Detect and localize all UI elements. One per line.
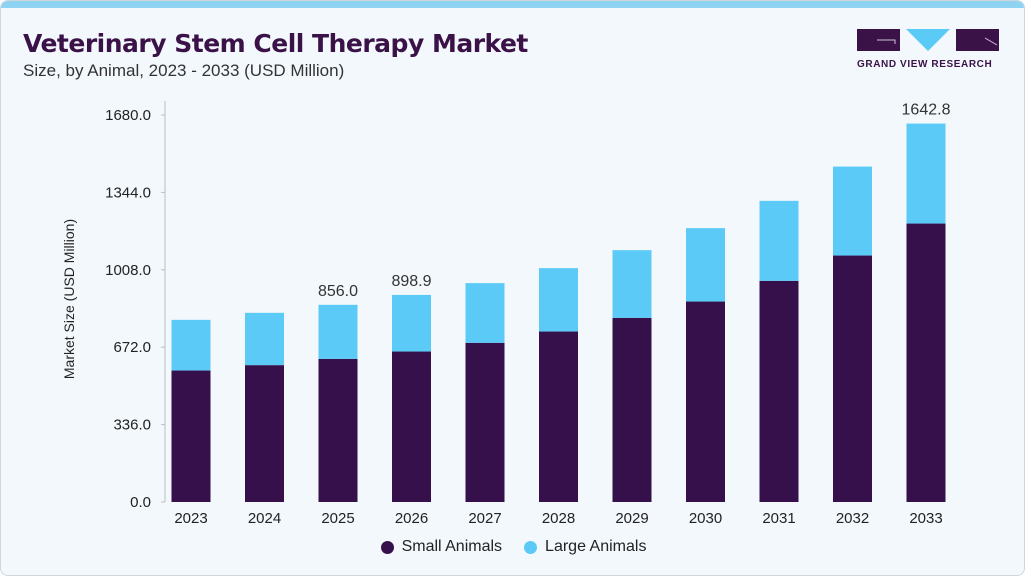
- bar-large-animals-2024: [245, 312, 284, 366]
- data-label-2026: 898.9: [391, 273, 431, 290]
- chart-title: Veterinary Stem Cell Therapy Market: [23, 29, 528, 58]
- legend-swatch-small-animals: [380, 540, 394, 554]
- x-tick-label: 2030: [689, 510, 722, 527]
- chart-subtitle: Size, by Animal, 2023 - 2033 (USD Millio…: [23, 61, 345, 80]
- legend-item-large-animals: Large Animals: [524, 538, 646, 556]
- bar-small-animals-2033: [906, 223, 946, 502]
- legend: Small Animals Large Animals: [1, 538, 1024, 556]
- bar-large-animals-2026: [392, 294, 431, 352]
- x-tick-label: 2027: [468, 510, 501, 527]
- x-tick-label: 2031: [762, 510, 795, 527]
- x-tick-label: 2032: [836, 510, 869, 527]
- y-axis-label: Market Size (USD Million): [61, 219, 77, 379]
- bar-large-animals-2025: [318, 304, 358, 359]
- data-label-2025: 856.0: [318, 283, 358, 300]
- x-tick-label: 2026: [395, 510, 428, 527]
- legend-item-small-animals: Small Animals: [380, 538, 503, 556]
- y-tick-label: 0.0: [130, 494, 151, 511]
- y-tick-label: 336.0: [113, 417, 151, 434]
- x-tick-label: 2025: [321, 510, 354, 527]
- bar-large-animals-2033: [906, 123, 946, 224]
- x-tick-label: 2023: [174, 510, 207, 527]
- bar-small-animals-2024: [245, 365, 284, 502]
- bar-small-animals-2023: [171, 370, 211, 502]
- bar-small-animals-2027: [465, 342, 505, 502]
- x-tick-label: 2028: [542, 510, 575, 527]
- y-tick-label: 1008.0: [105, 262, 151, 279]
- bar-large-animals-2027: [465, 283, 505, 343]
- x-tick-label: 2024: [248, 510, 281, 527]
- bar-small-animals-2032: [833, 255, 872, 502]
- bar-small-animals-2029: [612, 317, 652, 502]
- bar-small-animals-2030: [686, 301, 725, 502]
- bar-large-animals-2028: [539, 268, 578, 332]
- bar-large-animals-2029: [612, 250, 652, 318]
- bar-small-animals-2028: [539, 331, 578, 502]
- logo-text: GRAND VIEW RESEARCH: [857, 59, 993, 70]
- y-tick-label: 672.0: [113, 339, 151, 356]
- bar-small-animals-2026: [392, 351, 431, 502]
- x-tick-label: 2033: [909, 510, 942, 527]
- bar-small-animals-2031: [759, 280, 799, 502]
- legend-label: Small Animals: [401, 538, 503, 555]
- y-tick-label: 1680.0: [105, 107, 151, 124]
- bar-small-animals-2025: [318, 358, 358, 502]
- top-accent-bar: [1, 1, 1024, 8]
- y-tick-label: 1344.0: [105, 184, 151, 201]
- bar-large-animals-2023: [171, 319, 211, 371]
- legend-swatch-large-animals: [524, 540, 538, 554]
- grand-view-research-logo: [857, 29, 999, 51]
- bar-large-animals-2031: [759, 200, 799, 281]
- data-label-2033: 1642.8: [902, 102, 951, 119]
- bar-large-animals-2030: [686, 228, 725, 302]
- x-tick-label: 2029: [615, 510, 648, 527]
- bar-large-animals-2032: [833, 166, 872, 256]
- legend-label: Large Animals: [545, 538, 647, 555]
